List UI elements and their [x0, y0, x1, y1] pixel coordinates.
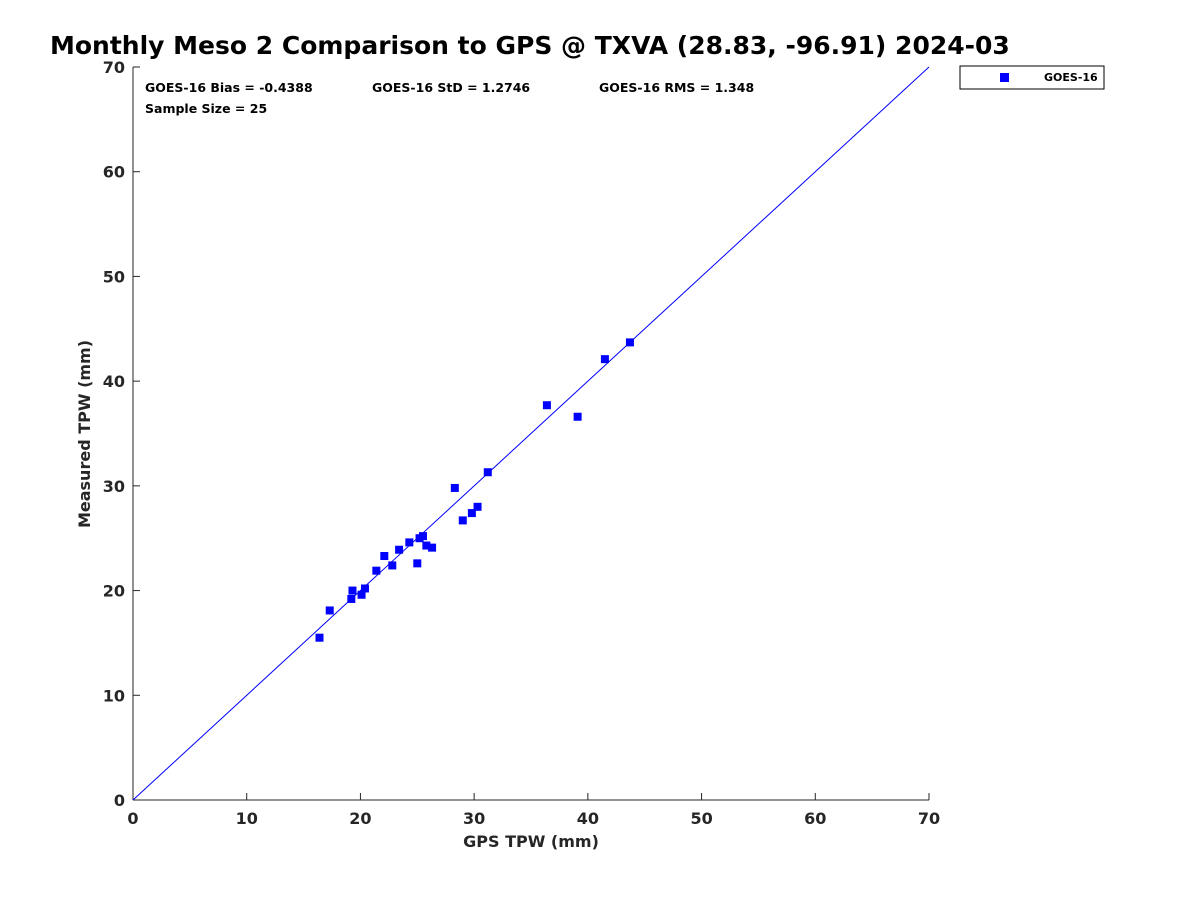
y-tick-label: 70 [103, 58, 125, 77]
data-point [315, 633, 324, 642]
x-tick-label: 20 [349, 809, 371, 828]
data-point [418, 532, 427, 541]
legend-box [959, 65, 1105, 90]
data-point [483, 468, 492, 477]
y-tick-label: 10 [103, 686, 125, 705]
one-to-one-line [132, 66, 930, 801]
y-tick-label: 40 [103, 372, 125, 391]
x-tick-label: 10 [236, 809, 258, 828]
data-point [458, 516, 467, 525]
stat-bias: GOES-16 Bias = -0.4388 [145, 80, 313, 95]
data-point [348, 586, 357, 595]
data-point [360, 584, 369, 593]
data-point [542, 401, 551, 410]
legend: GOES-16 [959, 65, 1105, 90]
y-tick-label: 60 [103, 163, 125, 182]
data-point [395, 545, 404, 554]
data-point [380, 552, 389, 561]
x-tick-label: 40 [577, 809, 599, 828]
stat-rms: GOES-16 RMS = 1.348 [599, 80, 754, 95]
data-point [573, 412, 582, 421]
x-tick-label: 0 [127, 809, 138, 828]
data-point [600, 355, 609, 364]
x-tick-label: 50 [690, 809, 712, 828]
stat-sample-size: Sample Size = 25 [145, 101, 267, 116]
legend-marker-goes-16 [1000, 73, 1009, 82]
y-tick-label: 50 [103, 267, 125, 286]
chart-title: Monthly Meso 2 Comparison to GPS @ TXVA … [50, 31, 1010, 60]
y-axis-label: Measured TPW (mm) [75, 340, 94, 528]
data-point [422, 541, 431, 550]
data-point [428, 543, 437, 552]
data-point [625, 338, 634, 347]
plot-area: 0 10 20 30 40 50 60 70 0 10 20 30 40 50 60 70 [103, 58, 940, 828]
x-axis-label: GPS TPW (mm) [463, 832, 599, 851]
data-point [450, 483, 459, 492]
data-point [357, 590, 366, 599]
data-point [413, 559, 422, 568]
data-point [405, 538, 414, 547]
x-tick-label: 30 [463, 809, 485, 828]
legend-label-goes-16: GOES-16 [1044, 71, 1098, 84]
data-point [347, 594, 356, 603]
y-tick-label: 30 [103, 477, 125, 496]
stat-std: GOES-16 StD = 1.2746 [372, 80, 530, 95]
x-tick-label: 70 [918, 809, 940, 828]
data-point [388, 561, 397, 570]
data-point [467, 509, 476, 518]
data-point [473, 502, 482, 511]
y-tick-label: 20 [103, 582, 125, 601]
x-tick-label: 60 [804, 809, 826, 828]
data-point [325, 606, 334, 615]
y-tick-label: 0 [114, 791, 125, 810]
data-point [372, 566, 381, 575]
